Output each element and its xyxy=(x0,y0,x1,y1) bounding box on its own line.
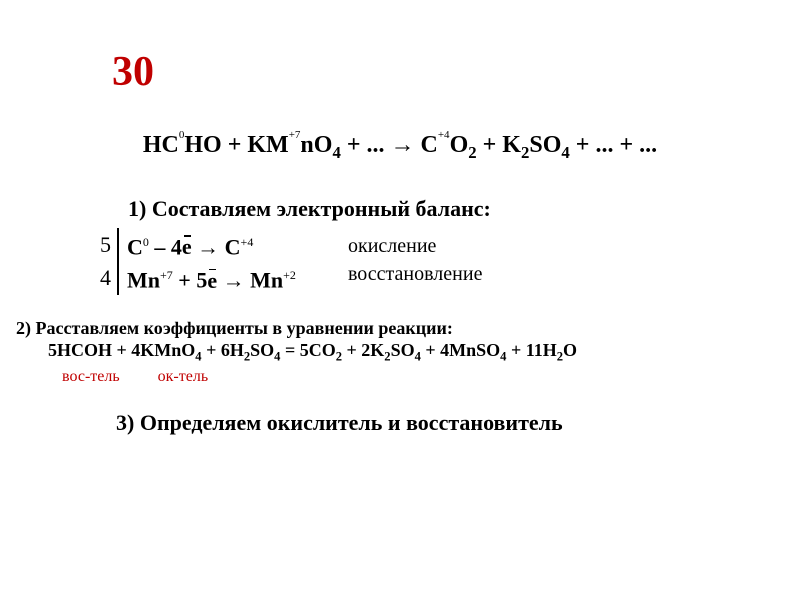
reducer-label: вос-тель xyxy=(62,368,120,386)
eq-part: HC xyxy=(143,132,179,158)
e-bar: e xyxy=(207,267,217,295)
hr: + 5 xyxy=(173,268,208,293)
half-reaction-2: Mn+7 + 5e → Mn+2 xyxy=(127,261,296,294)
hr: Mn xyxy=(127,268,160,293)
eq-part: + ... → C xyxy=(341,132,438,158)
e-bar: e xyxy=(182,233,192,261)
sub: 4 xyxy=(332,143,340,162)
sup: +7 xyxy=(160,268,173,282)
coef-bot: 4 xyxy=(100,264,111,292)
step1-label: 1) Составляем электронный баланс: xyxy=(128,196,491,222)
ox-state-c: 0 xyxy=(179,129,185,141)
hr: → Mn xyxy=(217,268,283,293)
eq-part: O xyxy=(450,132,469,158)
oxidizer-label: ок-тель xyxy=(158,368,208,386)
sup: +2 xyxy=(283,268,296,282)
electron-balance: 5 4 C0 – 4e → C+4 Mn+7 + 5e → Mn+2 xyxy=(100,228,296,295)
eq-part: + ... + ... xyxy=(570,132,657,158)
agent-role-labels: вос-тель ок-тель xyxy=(62,368,208,386)
vertical-bar xyxy=(117,228,119,295)
sub: 4 xyxy=(561,143,569,162)
eq-part: nO xyxy=(300,132,332,158)
eq: SO xyxy=(391,340,415,360)
eq: + 4MnSO xyxy=(421,340,500,360)
hr: – 4 xyxy=(149,234,182,259)
step2-label: 2) Расставляем коэффициенты в уравнении … xyxy=(16,316,453,340)
eq: + 2K xyxy=(342,340,384,360)
eq: SO xyxy=(250,340,274,360)
eq: + 6H xyxy=(202,340,244,360)
coef-top: 5 xyxy=(100,231,111,259)
sup: +4 xyxy=(241,235,254,249)
step3-label: 3) Определяем окислитель и восстановител… xyxy=(116,410,563,436)
eq: + 11H xyxy=(506,340,556,360)
sub: 2 xyxy=(468,143,476,162)
slide-number: 30 xyxy=(112,48,154,96)
eq: 5HCOH + 4KMnO xyxy=(48,340,195,360)
eq-part: HO + KM xyxy=(184,132,288,158)
ox-state-c2: +4 xyxy=(438,129,450,141)
balanced-equation: 5HCOH + 4KMnO4 + 6H2SO4 = 5CO2 + 2K2SO4 … xyxy=(48,340,577,365)
eq: O xyxy=(563,340,577,360)
eq: = 5CO xyxy=(280,340,335,360)
coefficient-column: 5 4 xyxy=(100,228,117,295)
main-equation: HC0HO + KM+7nO4 + ... → C+4O2 + K2SO4 + … xyxy=(0,132,800,163)
half-reaction-1: C0 – 4e → C+4 xyxy=(127,228,296,261)
eq-part: SO xyxy=(529,132,561,158)
eq-part: + K xyxy=(477,132,521,158)
oxidation-label: окисление xyxy=(348,232,482,260)
hr: C xyxy=(127,234,143,259)
reduction-label: восстановление xyxy=(348,260,482,288)
ox-state-mn: +7 xyxy=(289,129,301,141)
redox-labels: окисление восстановление xyxy=(348,232,482,288)
hr: → C xyxy=(192,234,241,259)
half-reactions: C0 – 4e → C+4 Mn+7 + 5e → Mn+2 xyxy=(127,228,296,295)
